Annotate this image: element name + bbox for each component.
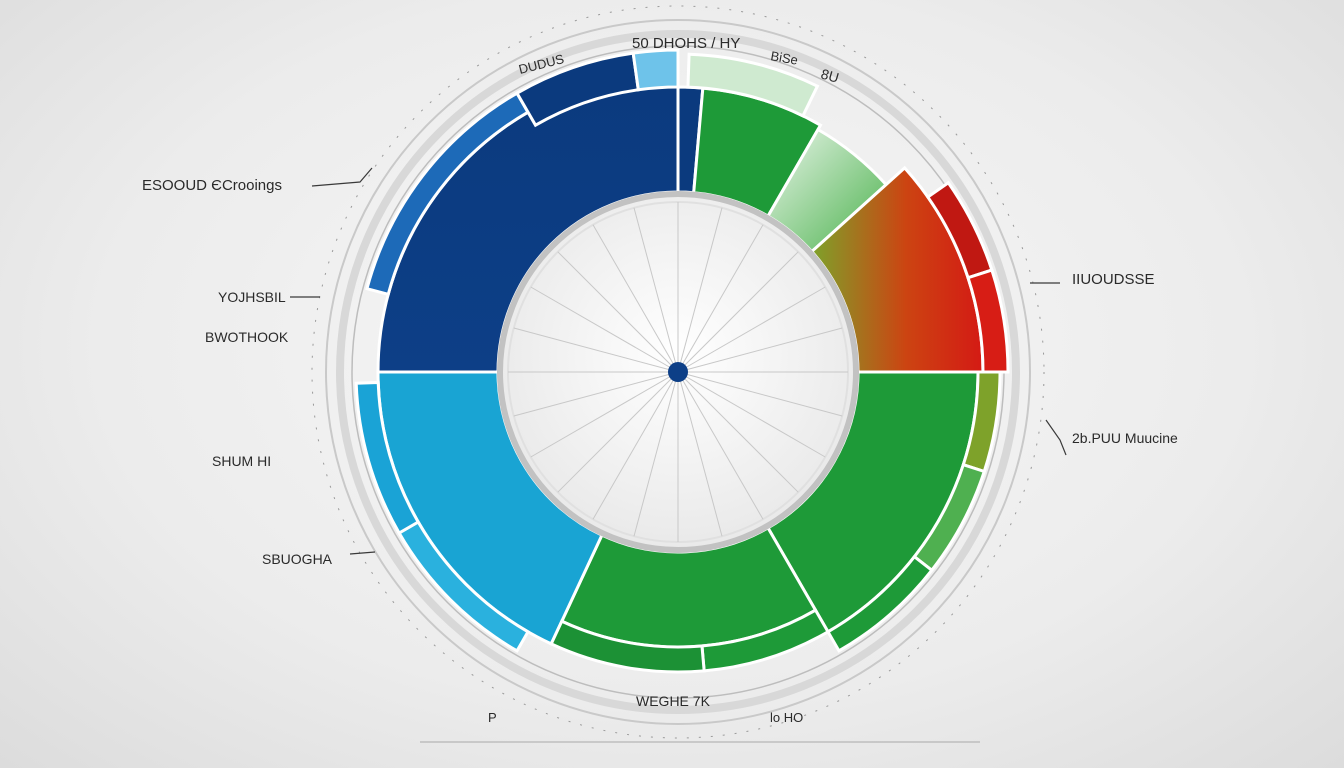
band-lg-1 xyxy=(686,52,820,118)
leader-lines xyxy=(290,167,1067,555)
hub-spoke xyxy=(677,371,843,417)
hub-spoke xyxy=(633,371,679,537)
band-c2 xyxy=(354,380,421,536)
label-left-4: SHUM HI xyxy=(212,453,271,469)
label-top-d: 8U xyxy=(819,66,841,86)
label-left-2: YOJHSBIL xyxy=(218,289,286,305)
label-left-1: ESOOUD ЄCrooings xyxy=(142,177,282,194)
hub-spoke xyxy=(677,251,799,373)
hub-spoke xyxy=(677,224,764,373)
center-dot xyxy=(668,362,688,382)
hub xyxy=(497,191,859,553)
hub-spoke xyxy=(530,371,679,458)
hub-spoke xyxy=(677,371,764,520)
label-top-c: BiSe xyxy=(769,48,799,68)
label-bottom-3: P xyxy=(488,710,497,725)
hub-spoke xyxy=(513,371,679,417)
label-top-a: 50 DHOHS / HY xyxy=(632,35,740,52)
label-left-5: SBUOGHA xyxy=(262,551,333,567)
hub-spoke xyxy=(557,251,679,373)
hub-spoke xyxy=(592,224,679,373)
hub-spoke xyxy=(677,327,843,373)
band-g4 xyxy=(549,619,706,674)
hub-spoke xyxy=(677,371,826,458)
hub-spoke xyxy=(633,207,679,373)
hub-spoke xyxy=(592,371,679,520)
hub-spoke xyxy=(557,371,679,493)
hub-spoke xyxy=(677,371,799,493)
label-bottom-1: WEGHE 7K xyxy=(636,693,711,709)
hub-spoke xyxy=(677,286,826,373)
label-left-3: BWOTHOOK xyxy=(205,329,289,345)
label-right-2: 2b.PUU Muucine xyxy=(1072,430,1178,446)
hub-spoke xyxy=(513,327,679,373)
ring-segments xyxy=(354,48,1010,674)
hub-spoke xyxy=(530,286,679,373)
hub-spokes xyxy=(508,202,848,542)
label-right-1: IIUOUDSSE xyxy=(1072,271,1155,288)
hub-spoke xyxy=(677,207,723,373)
band-sky xyxy=(631,48,680,92)
annotation-labels: 50 DHOHS / HY DUDUS BiSe 8U ESOOUD ЄCroo… xyxy=(142,35,1178,725)
band-g2 xyxy=(825,554,934,653)
label-bottom-2: lo HO xyxy=(770,710,803,725)
hub-spoke xyxy=(677,371,723,537)
